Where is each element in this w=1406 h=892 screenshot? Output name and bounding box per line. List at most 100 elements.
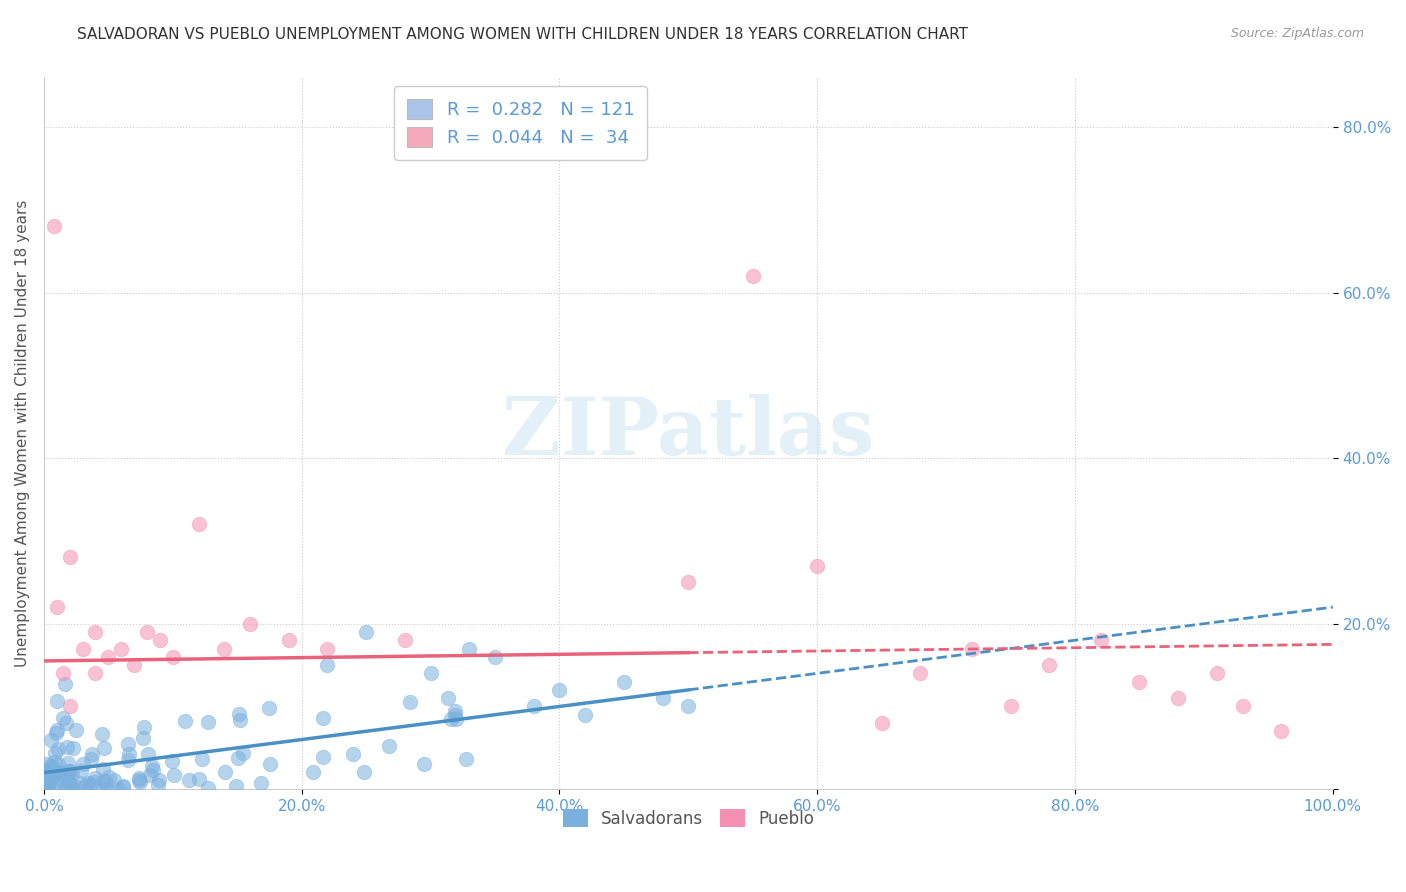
Point	[197, 781, 219, 796]
Point	[91, 781, 114, 796]
Point	[42, 755, 65, 769]
Point	[46, 693, 69, 707]
Point	[353, 764, 375, 779]
Point	[394, 633, 416, 648]
Point	[226, 751, 249, 765]
Point	[59, 764, 82, 779]
Point	[413, 757, 436, 772]
Point	[59, 550, 82, 565]
Point	[228, 706, 250, 721]
Point	[117, 738, 139, 752]
Point	[83, 775, 105, 789]
Legend: Salvadorans, Pueblo: Salvadorans, Pueblo	[555, 803, 821, 834]
Point	[177, 773, 200, 788]
Text: ZIPatlas: ZIPatlas	[502, 394, 875, 473]
Point	[84, 624, 107, 639]
Point	[56, 739, 79, 754]
Point	[128, 771, 150, 785]
Point	[229, 713, 252, 727]
Point	[132, 731, 155, 746]
Point	[250, 776, 273, 790]
Point	[55, 780, 77, 795]
Point	[139, 768, 162, 782]
Point	[96, 781, 118, 796]
Point	[44, 746, 66, 760]
Point	[94, 773, 117, 788]
Point	[173, 714, 195, 728]
Point	[225, 780, 247, 794]
Point	[56, 769, 79, 783]
Point	[91, 762, 114, 776]
Point	[312, 750, 335, 764]
Point	[37, 776, 59, 790]
Point	[65, 723, 87, 737]
Point	[41, 760, 63, 774]
Point	[548, 682, 571, 697]
Point	[232, 746, 254, 760]
Point	[302, 765, 325, 780]
Point	[613, 674, 636, 689]
Text: Source: ZipAtlas.com: Source: ZipAtlas.com	[1230, 27, 1364, 40]
Point	[259, 757, 281, 772]
Point	[80, 747, 103, 762]
Point	[72, 641, 94, 656]
Point	[162, 768, 184, 782]
Point	[60, 765, 83, 780]
Point	[444, 704, 467, 718]
Point	[53, 677, 76, 691]
Point	[277, 633, 299, 648]
Point	[44, 219, 66, 234]
Point	[523, 699, 546, 714]
Point	[1128, 674, 1150, 689]
Point	[806, 558, 828, 573]
Point	[35, 757, 58, 772]
Point	[316, 641, 339, 656]
Point	[38, 775, 60, 789]
Point	[38, 759, 60, 773]
Point	[112, 780, 135, 794]
Point	[910, 666, 932, 681]
Point	[62, 781, 84, 796]
Point	[484, 649, 506, 664]
Point	[56, 764, 79, 778]
Point	[98, 770, 121, 784]
Point	[80, 752, 103, 766]
Point	[35, 781, 58, 796]
Point	[46, 741, 69, 756]
Point	[90, 727, 112, 741]
Point	[75, 779, 97, 793]
Point	[162, 649, 184, 664]
Point	[214, 641, 236, 656]
Point	[117, 753, 139, 767]
Point	[93, 741, 115, 756]
Point	[35, 780, 58, 795]
Text: SALVADORAN VS PUEBLO UNEMPLOYMENT AMONG WOMEN WITH CHILDREN UNDER 18 YEARS CORRE: SALVADORAN VS PUEBLO UNEMPLOYMENT AMONG …	[77, 27, 969, 42]
Point	[146, 778, 169, 792]
Point	[141, 758, 163, 772]
Point	[46, 775, 69, 789]
Point	[83, 771, 105, 785]
Point	[312, 711, 335, 725]
Point	[128, 772, 150, 787]
Point	[342, 747, 364, 761]
Point	[52, 711, 75, 725]
Point	[110, 641, 132, 656]
Point	[46, 764, 69, 779]
Point	[53, 775, 76, 789]
Point	[35, 763, 58, 777]
Point	[678, 575, 700, 590]
Point	[239, 616, 262, 631]
Point	[1167, 691, 1189, 706]
Point	[107, 782, 129, 797]
Point	[45, 726, 67, 740]
Point	[187, 772, 209, 786]
Point	[458, 641, 481, 656]
Point	[129, 775, 152, 789]
Point	[1038, 658, 1060, 673]
Point	[148, 772, 170, 787]
Point	[136, 747, 159, 761]
Point	[160, 754, 183, 768]
Point	[870, 716, 893, 731]
Point	[35, 779, 58, 793]
Point	[651, 691, 673, 706]
